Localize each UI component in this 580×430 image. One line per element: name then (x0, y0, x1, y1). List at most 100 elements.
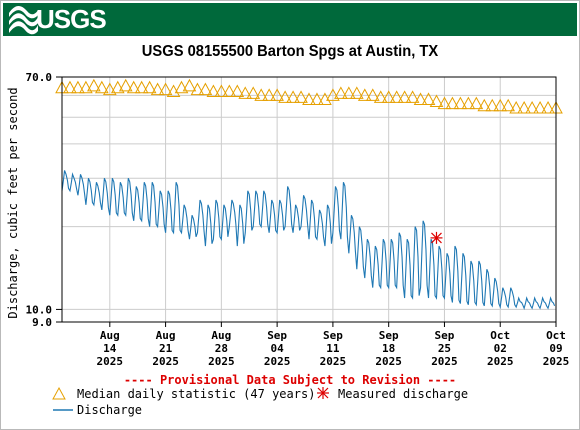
x-tick-label: 21 (159, 342, 173, 355)
median-point (158, 82, 173, 96)
median-point (214, 84, 229, 97)
x-tick-label: 2025 (375, 355, 402, 368)
median-point (262, 88, 277, 101)
legend-measured-label: Measured discharge (338, 387, 469, 401)
median-point (541, 100, 555, 114)
median-point (389, 90, 404, 103)
median-point (349, 86, 364, 99)
x-tick-label: 2025 (431, 355, 458, 368)
median-point (71, 80, 85, 94)
x-tick-label: Sep (323, 329, 343, 342)
median-point (190, 82, 205, 96)
median-point (142, 80, 157, 94)
x-tick-label: Aug (211, 329, 231, 342)
x-tick-label: 11 (326, 342, 340, 355)
median-point (397, 90, 412, 103)
median-point (326, 88, 340, 101)
median-point (453, 96, 468, 110)
median-point (294, 90, 308, 103)
usgs-wave-logo-icon (9, 5, 38, 35)
legend-measured-marker (317, 387, 329, 399)
x-tick-label: 2025 (487, 355, 514, 368)
median-point (461, 96, 476, 110)
median-point (477, 98, 492, 112)
x-tick-label: 2025 (97, 355, 124, 368)
x-tick-label: 14 (103, 342, 117, 355)
x-tick-label: 04 (271, 342, 285, 355)
median-point (174, 80, 189, 94)
median-point (405, 90, 420, 103)
median-point (182, 78, 197, 92)
x-tick-label: Aug (100, 329, 120, 342)
plot-area-border (61, 76, 557, 323)
x-tick-label: Sep (267, 329, 287, 342)
median-point (94, 80, 109, 94)
provisional-notice: ---- Provisional Data Subject to Revisio… (123, 373, 457, 387)
median-point (485, 98, 500, 112)
usgs-logo-text: USGS (36, 4, 107, 34)
x-tick-label: 2025 (320, 355, 347, 368)
median-point (533, 100, 547, 114)
median-point (222, 84, 237, 97)
median-point (238, 86, 253, 99)
x-tick-label: Oct (490, 329, 510, 342)
median-point (357, 88, 372, 101)
median-point (381, 90, 396, 103)
legend-median-label: Median daily statistic (47 years) (77, 387, 316, 401)
median-point (286, 90, 300, 103)
usgs-banner: USGS (3, 3, 577, 36)
median-point (110, 80, 125, 94)
measured-series (430, 231, 443, 244)
median-point (134, 80, 149, 94)
median-point (373, 90, 388, 103)
median-series (55, 78, 563, 114)
x-tick-label: 18 (382, 342, 395, 355)
median-point (525, 100, 539, 114)
x-tick-label: Oct (546, 329, 566, 342)
x-axis-ticks: Aug142025Aug212025Aug282025Sep042025Sep1… (97, 322, 569, 368)
median-point (334, 86, 348, 99)
median-point (310, 92, 324, 105)
y-tick-label: 10.0 (26, 303, 53, 316)
median-point (206, 84, 221, 97)
median-point (118, 78, 133, 92)
median-point (254, 88, 269, 101)
chart-title: USGS 08155500 Barton Spgs at Austin, TX (141, 43, 439, 60)
median-point (246, 86, 261, 99)
median-point (469, 96, 484, 110)
measured-point (430, 231, 443, 244)
x-tick-label: 2025 (264, 355, 291, 368)
discharge-line (61, 170, 556, 310)
median-point (278, 90, 292, 103)
legend-median-marker (52, 386, 66, 400)
x-tick-label: Sep (379, 329, 399, 342)
x-tick-label: Sep (435, 329, 455, 342)
y-tick-label: 70.0 (26, 71, 53, 84)
median-point (493, 98, 508, 112)
median-point (501, 98, 516, 112)
x-tick-label: 2025 (152, 355, 179, 368)
x-tick-label: 09 (549, 342, 562, 355)
median-point (87, 78, 101, 92)
median-point (445, 96, 460, 110)
median-point (126, 80, 141, 94)
median-point (63, 80, 77, 94)
median-point (302, 92, 316, 105)
y-axis-label: Discharge, cubic feet per second (6, 87, 20, 318)
x-tick-label: 28 (215, 342, 228, 355)
median-point (341, 86, 356, 99)
x-tick-label: 25 (438, 342, 451, 355)
median-point (150, 82, 165, 96)
median-point (230, 84, 245, 97)
median-point (79, 80, 93, 94)
x-tick-label: 02 (494, 342, 507, 355)
median-point (421, 92, 436, 105)
discharge-series (61, 170, 556, 310)
median-point (429, 94, 444, 108)
x-tick-label: 2025 (208, 355, 235, 368)
median-point (413, 92, 428, 105)
median-point (102, 82, 117, 96)
legend-discharge-label: Discharge (77, 403, 143, 417)
